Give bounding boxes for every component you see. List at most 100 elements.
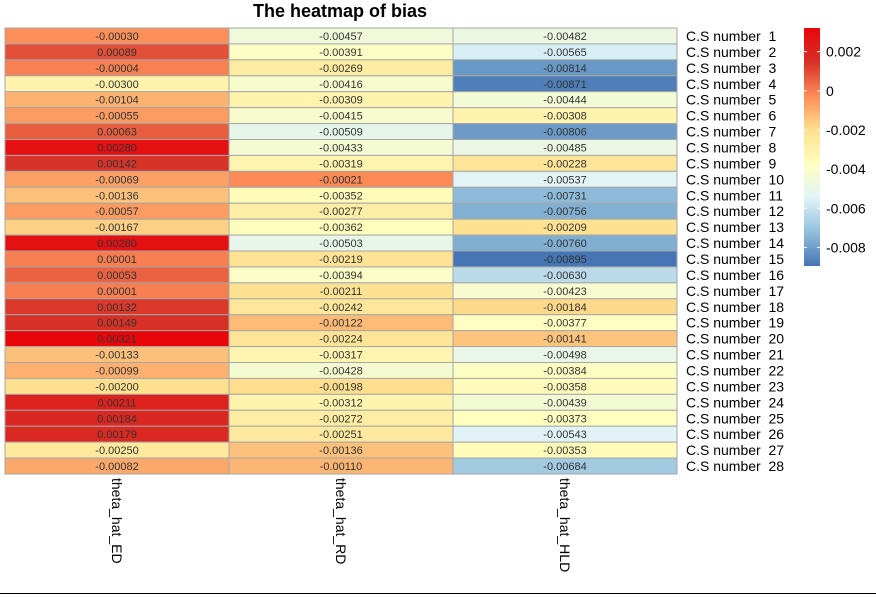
chart-title: The heatmap of bias: [252, 1, 428, 21]
row-label: C.S number 22: [686, 362, 784, 378]
legend-tick-label: -0.006: [826, 200, 866, 216]
cell-value-label: -0.00814: [543, 63, 586, 75]
row-label: C.S number 9: [686, 155, 776, 171]
cell-value-label: -0.00895: [543, 254, 586, 266]
row-label: C.S number 21: [686, 347, 784, 363]
row-label: C.S number 18: [686, 299, 784, 315]
cell-value-label: -0.00136: [95, 190, 138, 202]
legend-tick-label: -0.008: [826, 239, 866, 255]
row-label: C.S number 4: [686, 76, 776, 92]
cell-value-label: -0.00272: [319, 413, 362, 425]
cell-value-label: -0.00104: [95, 95, 138, 107]
cell-value-label: 0.00001: [97, 286, 137, 298]
column-label: theta_hat_RD: [333, 478, 349, 564]
row-label: C.S number 20: [686, 331, 784, 347]
row-label: C.S number 1: [686, 28, 776, 44]
cell-value-label: -0.00684: [543, 461, 586, 473]
cell-value-label: 0.00001: [97, 254, 137, 266]
cell-value-label: -0.00057: [95, 206, 138, 218]
cell-value-label: 0.00142: [97, 158, 137, 170]
cell-value-label: -0.00269: [319, 63, 362, 75]
legend-tick-label: -0.004: [826, 161, 866, 177]
cell-value-label: -0.00082: [95, 461, 138, 473]
cell-value-label: -0.00224: [319, 334, 362, 346]
cell-value-label: -0.00319: [319, 158, 362, 170]
row-label: C.S number 3: [686, 60, 776, 76]
cell-value-label: -0.00312: [319, 397, 362, 409]
cell-value-label: -0.00251: [319, 429, 362, 441]
cell-value-label: -0.00004: [95, 63, 138, 75]
cell-value-label: -0.00384: [543, 365, 586, 377]
row-label: C.S number 6: [686, 108, 776, 124]
cell-value-label: 0.00089: [97, 47, 137, 59]
cell-value-label: -0.00756: [543, 206, 586, 218]
legend-color-bar: [804, 28, 820, 266]
cell-value-label: -0.00030: [95, 31, 138, 43]
cell-value-label: -0.00362: [319, 222, 362, 234]
cell-value-label: -0.00415: [319, 111, 362, 123]
cell-value-label: -0.00136: [319, 445, 362, 457]
cell-value-label: -0.00433: [319, 142, 362, 154]
cell-value-label: -0.00300: [95, 79, 138, 91]
cell-value-label: 0.00280: [97, 142, 137, 154]
row-label: C.S number 5: [686, 92, 776, 108]
cell-value-label: -0.00373: [543, 413, 586, 425]
cell-value-label: -0.00537: [543, 174, 586, 186]
color-legend: 0.002 0 -0.002 -0.004 -0.006 -0.008: [804, 28, 866, 266]
cell-value-label: -0.00457: [319, 31, 362, 43]
cell-value-label: -0.00021: [319, 174, 362, 186]
cell-value-label: 0.00211: [98, 397, 137, 409]
cell-value-label: -0.00543: [543, 429, 586, 441]
cell-value-label: -0.00871: [543, 79, 586, 91]
cell-value-label: -0.00122: [319, 318, 362, 330]
cell-value-label: -0.00509: [319, 127, 362, 139]
row-label: C.S number 12: [686, 203, 784, 219]
cell-value-label: -0.00250: [95, 445, 138, 457]
cell-value-label: -0.00209: [543, 222, 586, 234]
cell-value-label: 0.00179: [97, 429, 137, 441]
cell-value-label: -0.00503: [319, 238, 362, 250]
row-label: C.S number 7: [686, 124, 776, 140]
cell-value-label: 0.00132: [97, 302, 137, 314]
bottom-divider: [0, 593, 876, 594]
legend-tick-label: 0.002: [826, 44, 861, 60]
cell-value-label: -0.00352: [319, 190, 362, 202]
cell-value-label: 0.00149: [97, 318, 137, 330]
cell-value-label: -0.00277: [319, 206, 362, 218]
legend-tick-label: 0: [826, 83, 834, 99]
cell-value-label: -0.00211: [320, 286, 363, 298]
cell-value-label: -0.00358: [543, 381, 586, 393]
row-label: C.S number 23: [686, 378, 784, 394]
row-label: C.S number 2: [686, 44, 776, 60]
cell-value-label: -0.00219: [319, 254, 362, 266]
cell-value-label: 0.00184: [97, 413, 137, 425]
cell-value-label: -0.00760: [543, 238, 586, 250]
row-label: C.S number 17: [686, 283, 784, 299]
cell-value-label: -0.00423: [543, 286, 586, 298]
cell-value-label: -0.00565: [543, 47, 586, 59]
row-label: C.S number 28: [686, 458, 784, 474]
cell-value-label: -0.00308: [543, 111, 586, 123]
row-label: C.S number 8: [686, 139, 776, 155]
cell-value-label: -0.00444: [543, 95, 586, 107]
legend-tick-label: -0.002: [826, 122, 866, 138]
column-label: theta_hat_ED: [109, 478, 125, 564]
row-label: C.S number 27: [686, 442, 784, 458]
cell-value-label: -0.00069: [95, 174, 138, 186]
cell-value-label: -0.00377: [543, 318, 586, 330]
row-label: C.S number 19: [686, 315, 784, 331]
row-label: C.S number 11: [686, 187, 783, 203]
row-label: C.S number 14: [686, 235, 784, 251]
row-label: C.S number 26: [686, 426, 784, 442]
cell-value-label: -0.00309: [319, 95, 362, 107]
heatmap-cells: -0.00030 -0.00457 -0.00482 0.00089 -0.00391 -…: [4, 27, 678, 475]
cell-value-label: -0.00630: [543, 270, 586, 282]
cell-value-label: -0.00228: [543, 158, 586, 170]
cell-value-label: -0.00200: [95, 381, 138, 393]
row-labels: C.S number 1C.S number 2C.S number 3C.S …: [686, 28, 784, 474]
cell-value-label: -0.00485: [543, 142, 586, 154]
row-label: C.S number 13: [686, 219, 784, 235]
cell-value-label: -0.00133: [95, 350, 138, 362]
cell-value-label: -0.00806: [543, 127, 586, 139]
